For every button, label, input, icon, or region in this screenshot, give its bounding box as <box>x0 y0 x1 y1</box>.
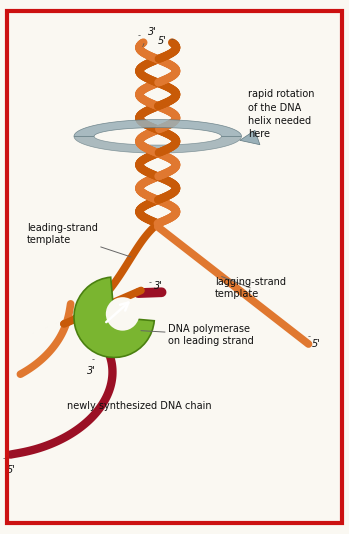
Text: -: - <box>149 278 152 287</box>
Polygon shape <box>240 130 260 145</box>
Polygon shape <box>74 120 242 136</box>
Text: 3': 3' <box>148 27 157 37</box>
Text: -: - <box>139 31 144 40</box>
Wedge shape <box>106 297 139 331</box>
Polygon shape <box>74 136 242 153</box>
Wedge shape <box>74 277 154 357</box>
Text: 5': 5' <box>7 465 16 475</box>
Text: rapid rotation
of the DNA
helix needed
here: rapid rotation of the DNA helix needed h… <box>248 89 315 139</box>
Text: 3': 3' <box>154 281 163 291</box>
Text: 5': 5' <box>158 36 167 46</box>
Text: 3': 3' <box>87 366 96 376</box>
Text: lagging-strand
template: lagging-strand template <box>215 277 286 299</box>
Text: -: - <box>171 35 177 44</box>
Text: -: - <box>3 454 6 462</box>
Text: newly synthesized DNA chain: newly synthesized DNA chain <box>67 401 212 411</box>
Text: leading-strand
template: leading-strand template <box>27 223 131 257</box>
Text: 5': 5' <box>312 339 321 349</box>
Text: DNA polymerase
on leading strand: DNA polymerase on leading strand <box>141 324 254 345</box>
Text: -: - <box>91 356 95 365</box>
Text: -: - <box>308 332 311 341</box>
